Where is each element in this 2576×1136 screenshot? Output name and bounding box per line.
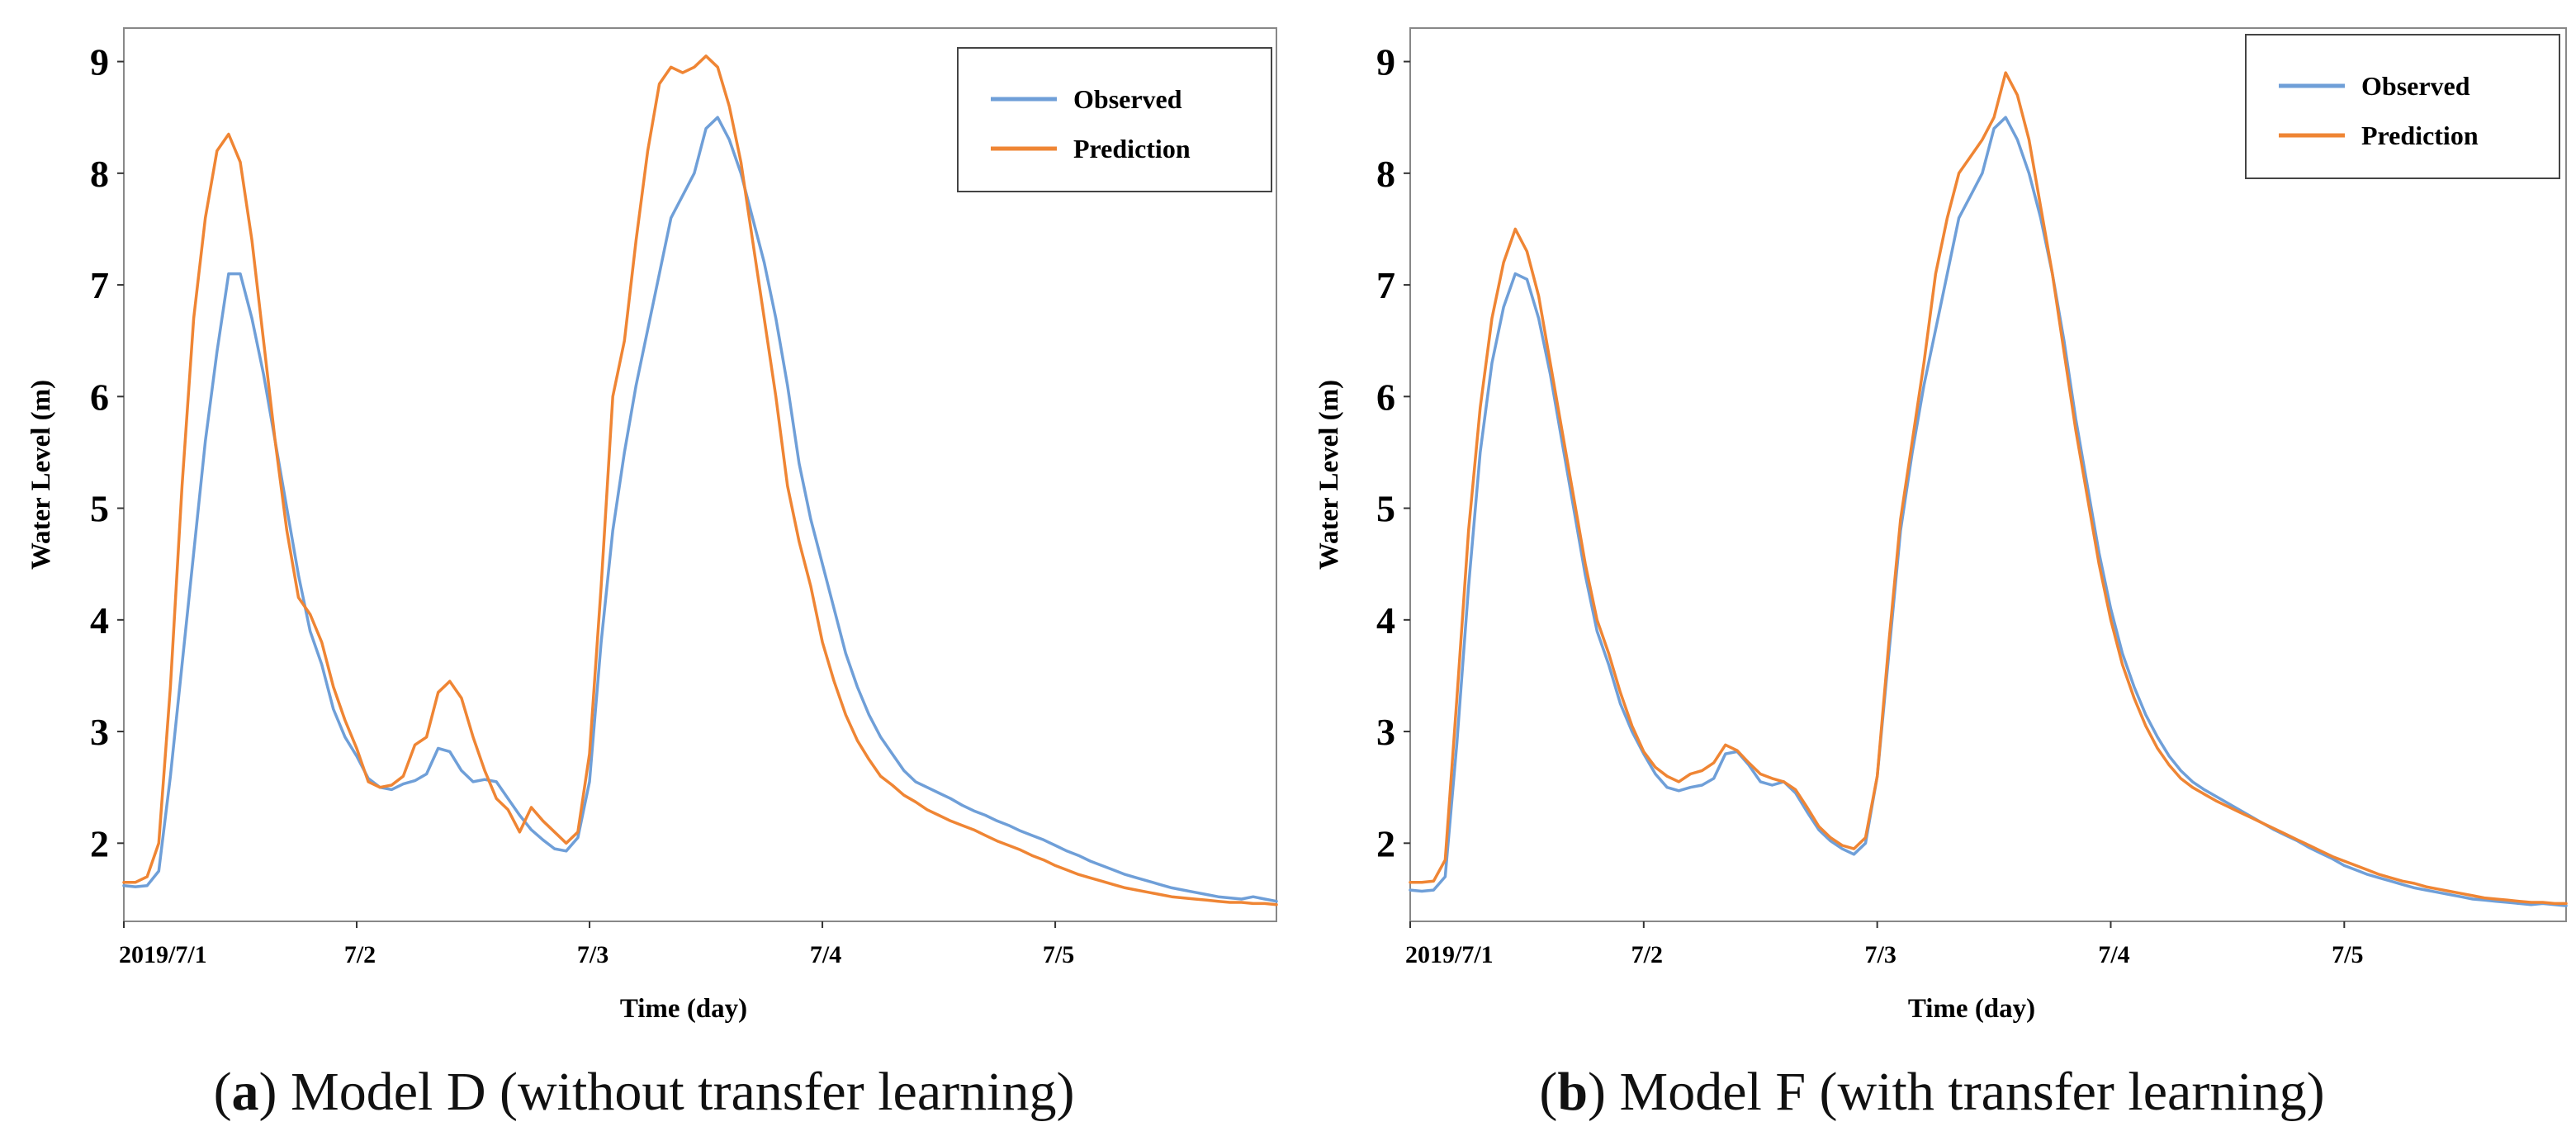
y-tick-label: 5 bbox=[90, 488, 109, 530]
legend-label-prediction: Prediction bbox=[2361, 121, 2479, 150]
legend: Observed Prediction bbox=[957, 47, 1272, 192]
caption-b: (b) Model F (with transfer learning) bbox=[1539, 1062, 2325, 1122]
line-chart-a: 2 3 4 5 6 7 8 9 2019/7/1 7/2 7/3 7/4 7/5 Time (day) Wa… bbox=[26, 27, 1278, 1024]
y-axis-title: Water Level (m) bbox=[1314, 380, 1344, 570]
line-chart-b: 2 3 4 5 6 7 8 9 2019/7/1 7/2 7/3 7/4 7/5 Time (day) Wa… bbox=[1314, 27, 2568, 1024]
y-tick-label: 3 bbox=[1376, 711, 1395, 753]
x-tick-label: 7/2 bbox=[344, 941, 376, 968]
legend-label-observed: Observed bbox=[1073, 84, 1182, 114]
series-line-observed bbox=[1409, 116, 2568, 907]
x-tick-label: 7/3 bbox=[577, 941, 608, 968]
y-tick-label: 9 bbox=[1376, 41, 1395, 83]
y-tick-label: 8 bbox=[90, 153, 109, 195]
legend-label-prediction: Prediction bbox=[1073, 134, 1191, 163]
x-tick-label: 2019/7/1 bbox=[1405, 941, 1494, 968]
legend-box bbox=[2245, 34, 2560, 179]
legend-label-observed: Observed bbox=[2361, 71, 2470, 101]
series-line-observed bbox=[122, 116, 1278, 903]
x-tick-label: 7/4 bbox=[810, 941, 841, 968]
caption-a-letter: a bbox=[231, 1062, 259, 1122]
series-line-prediction bbox=[1409, 71, 2568, 906]
x-tick-label: 7/5 bbox=[1043, 941, 1074, 968]
plot-frame bbox=[123, 27, 1277, 922]
x-tick-label: 7/5 bbox=[2332, 941, 2363, 968]
x-axis-title: Time (day) bbox=[1908, 994, 2035, 1024]
y-tick-label: 7 bbox=[90, 264, 109, 306]
x-axis-title: Time (day) bbox=[620, 994, 747, 1024]
y-tick-label: 6 bbox=[1376, 376, 1395, 418]
caption-b-text: Model F (with transfer learning) bbox=[1619, 1062, 2325, 1122]
caption-b-letter: b bbox=[1557, 1062, 1589, 1122]
x-tick-label: 2019/7/1 bbox=[119, 941, 207, 968]
x-tick-label: 7/3 bbox=[1864, 941, 1896, 968]
legend: Observed Prediction bbox=[2245, 34, 2560, 179]
y-tick-label: 7 bbox=[1376, 264, 1395, 306]
y-tick-label: 2 bbox=[90, 822, 109, 864]
y-axis-title: Water Level (m) bbox=[26, 380, 56, 570]
y-tick-label: 4 bbox=[1376, 599, 1395, 641]
x-tick-label: 7/4 bbox=[2098, 941, 2129, 968]
series-line-prediction bbox=[122, 54, 1278, 906]
y-tick-label: 5 bbox=[1376, 488, 1395, 530]
y-tick-label: 3 bbox=[90, 711, 109, 753]
caption-a-text: Model D (without transfer learning) bbox=[291, 1062, 1075, 1122]
y-tick-label: 8 bbox=[1376, 153, 1395, 195]
y-tick-label: 2 bbox=[1376, 822, 1395, 864]
y-tick-label: 6 bbox=[90, 376, 109, 418]
figure-b: 2 3 4 5 6 7 8 9 2019/7/1 7/2 7/3 7/4 7/5 Time (day) Wa… bbox=[1288, 0, 2576, 1136]
plot-frame bbox=[1409, 27, 2567, 922]
y-tick-label: 9 bbox=[90, 41, 109, 83]
x-tick-label: 7/2 bbox=[1631, 941, 1663, 968]
caption-a: (a) Model D (without transfer learning) bbox=[213, 1062, 1075, 1122]
legend-box bbox=[957, 47, 1272, 192]
y-tick-label: 4 bbox=[90, 599, 109, 641]
figure-a: 2 3 4 5 6 7 8 9 2019/7/1 7/2 7/3 7/4 7/5 Time (day) Wa… bbox=[26, 27, 1278, 1122]
